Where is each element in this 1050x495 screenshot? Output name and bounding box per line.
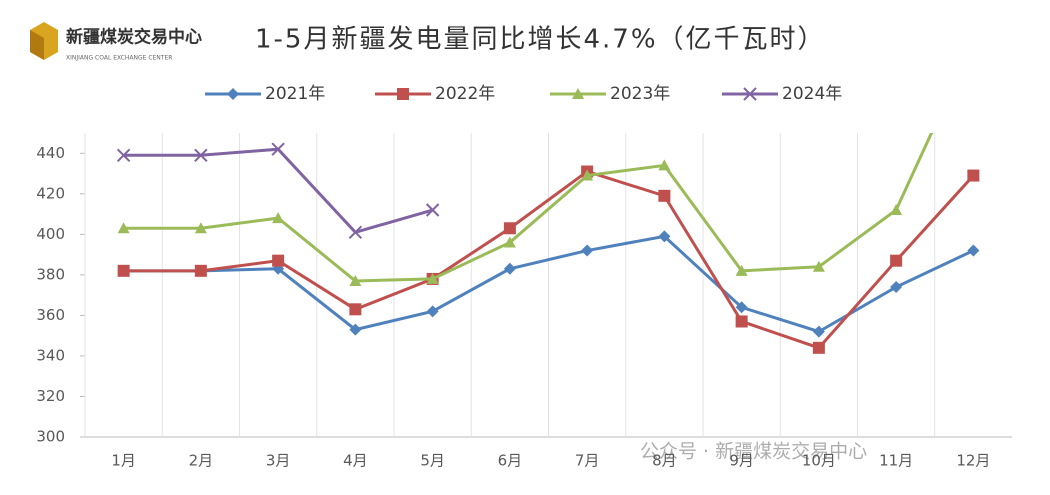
y-tick-label: 320: [36, 387, 65, 405]
legend-label: 2024年: [782, 84, 842, 104]
data-point: [426, 305, 439, 318]
x-tick-label: 11月: [879, 452, 913, 470]
x-tick-label: 3月: [266, 452, 291, 470]
data-point: [194, 264, 207, 277]
logo-icon-shade: [30, 30, 44, 60]
series-line: [123, 234, 975, 334]
data-point: [658, 230, 671, 243]
watermark: 公众号 · 新疆煤炭交易中心: [640, 441, 867, 463]
x-tick-label: 10月: [802, 452, 836, 470]
data-point: [503, 262, 516, 275]
data-point: [117, 264, 130, 277]
data-point: [425, 203, 440, 217]
x-tick-label: 4月: [343, 452, 368, 470]
data-point: [581, 244, 594, 257]
data-point: [426, 272, 439, 284]
logo-subtext: XINJIANG COAL EXCHANGE CENTER: [66, 55, 172, 62]
legend-marker: [397, 88, 409, 100]
x-tick-label: 6月: [498, 452, 523, 470]
data-point: [271, 142, 285, 156]
data-point: [658, 159, 671, 171]
data-point: [967, 169, 980, 182]
data-point: [194, 148, 208, 163]
legend-marker: [227, 88, 239, 100]
data-point: [735, 315, 748, 328]
data-point: [349, 303, 362, 316]
y-tick-label: 340: [36, 346, 65, 364]
data-point: [272, 254, 285, 267]
data-point: [272, 212, 285, 224]
legend-label: 2021年: [265, 84, 325, 104]
logo-text: 新疆煤炭交易中心: [66, 27, 202, 48]
y-tick-label: 380: [36, 265, 65, 283]
y-tick-label: 440: [36, 144, 65, 162]
data-point: [349, 323, 362, 336]
x-tick-label: 7月: [575, 452, 600, 470]
x-tick-label: 12月: [956, 452, 990, 470]
y-tick-label: 400: [36, 225, 65, 243]
data-point: [116, 148, 131, 163]
y-tick-label: 300: [36, 428, 65, 446]
data-point: [503, 236, 516, 248]
legend-label: 2022年: [435, 84, 495, 104]
series-line: [123, 133, 934, 283]
data-point: [503, 222, 516, 235]
x-tick-label: 5月: [420, 452, 445, 470]
legend-marker: [743, 87, 757, 101]
legend-marker: [572, 88, 584, 99]
data-point: [735, 264, 748, 276]
data-point: [890, 204, 903, 216]
data-point: [348, 225, 363, 240]
data-point: [890, 254, 903, 267]
data-point: [658, 189, 671, 202]
y-tick-label: 420: [36, 184, 65, 202]
plot: [116, 36, 980, 354]
logo: [30, 22, 58, 60]
data-point: [812, 341, 825, 354]
data-point: [735, 301, 748, 314]
data-point: [967, 244, 980, 257]
data-point: [117, 222, 130, 234]
data-point: [812, 260, 825, 272]
data-point: [890, 281, 903, 294]
legend-label: 2023年: [610, 84, 670, 104]
data-point: [812, 325, 825, 338]
chart-title: 1-5月新疆发电量同比增长4.7%（亿千瓦时）: [255, 25, 826, 55]
x-tick-label: 9月: [729, 452, 754, 470]
x-tick-label: 8月: [652, 452, 677, 470]
data-point: [349, 274, 362, 286]
data-point: [967, 36, 979, 47]
data-point: [581, 169, 594, 181]
x-tick-label: 2月: [189, 452, 214, 470]
data-point: [194, 222, 207, 234]
series-line: [123, 169, 975, 350]
x-tick-label: 1月: [111, 452, 136, 470]
y-tick-label: 360: [36, 306, 65, 324]
